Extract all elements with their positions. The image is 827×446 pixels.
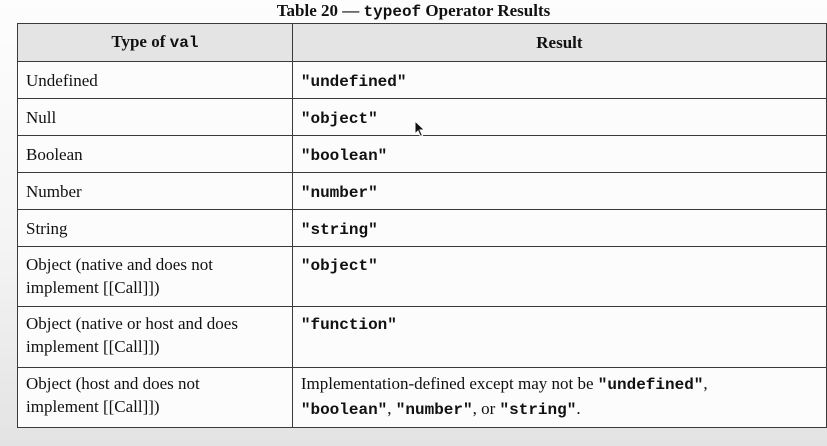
type-line-1: Object (host and does not <box>26 374 200 393</box>
caption-code: typeof <box>363 3 422 21</box>
result-cell: "boolean" <box>291 135 827 173</box>
type-cell: String <box>17 209 293 247</box>
header-type-of-val: Type of val <box>17 23 293 62</box>
result-code-string: "string" <box>499 401 577 419</box>
result-value: "function" <box>300 316 397 334</box>
result-cell: "object" <box>291 246 827 307</box>
type-line-2: implement [[Call]]) <box>26 278 160 297</box>
table-row: String "string" <box>17 209 827 247</box>
table-row: Object (native and does not implement [[C… <box>17 246 827 307</box>
header-type-code: val <box>169 34 199 52</box>
table-row: Object (host and does not implement [[Cal… <box>17 367 827 428</box>
result-cell: Implementation-defined except may not be… <box>291 367 827 428</box>
header-result: Result <box>291 23 827 62</box>
table-row: Boolean "boolean" <box>17 135 827 173</box>
result-text-1: Implementation-defined except may not be <box>300 374 598 393</box>
result-cell: "number" <box>291 172 827 210</box>
table-caption: Table 20 — typeof Operator Results <box>0 0 827 22</box>
caption-prefix: Table 20 — <box>276 1 364 20</box>
type-cell: Boolean <box>17 135 293 173</box>
result-code-undefined: "undefined" <box>597 376 704 394</box>
result-text-5: . <box>576 399 581 418</box>
result-cell: "object" <box>291 98 827 136</box>
type-line-1: Object (native or host and does <box>26 314 238 333</box>
caption-suffix: Operator Results <box>421 1 551 20</box>
table-header-row: Type of val Result <box>17 23 827 62</box>
result-cell: "undefined" <box>291 61 827 99</box>
result-value: "boolean" <box>300 147 388 165</box>
type-cell: Undefined <box>17 61 293 99</box>
result-text-3: , <box>387 399 396 418</box>
result-code-boolean: "boolean" <box>300 401 388 419</box>
result-value: "undefined" <box>300 73 407 91</box>
type-cell: Object (host and does not implement [[Cal… <box>17 367 293 428</box>
header-type-prefix: Type of <box>111 32 170 51</box>
result-text-4: , or <box>472 399 500 418</box>
table-row: Null "object" <box>17 98 827 136</box>
typeof-results-table: Type of val Result Undefined "undefined"… <box>17 23 827 428</box>
result-value: "object" <box>300 257 378 275</box>
mouse-pointer-icon <box>414 120 426 138</box>
result-cell: "function" <box>291 306 827 368</box>
type-line-2: implement [[Call]]) <box>26 337 160 356</box>
type-line-2: implement [[Call]]) <box>26 397 160 416</box>
result-value: "object" <box>300 110 378 128</box>
result-value: "number" <box>300 184 378 202</box>
type-cell: Null <box>17 98 293 136</box>
table-row: Undefined "undefined" <box>17 61 827 99</box>
type-cell: Object (native or host and does implement… <box>17 306 293 368</box>
result-code-number: "number" <box>395 401 473 419</box>
type-cell: Number <box>17 172 293 210</box>
table-row: Number "number" <box>17 172 827 210</box>
type-cell: Object (native and does not implement [[C… <box>17 246 293 307</box>
table-row: Object (native or host and does implement… <box>17 306 827 368</box>
result-text-2: , <box>703 374 708 393</box>
type-line-1: Object (native and does not <box>26 255 213 274</box>
result-value: "string" <box>300 221 378 239</box>
result-cell: "string" <box>291 209 827 247</box>
